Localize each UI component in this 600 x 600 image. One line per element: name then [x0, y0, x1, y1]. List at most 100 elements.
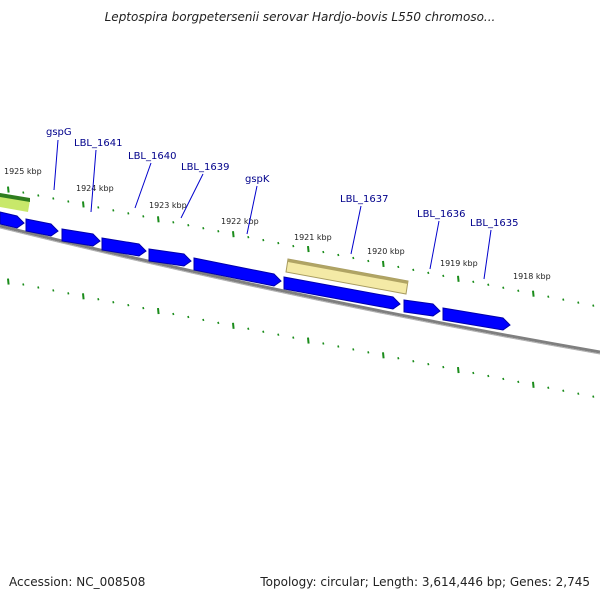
major-tick — [457, 275, 460, 282]
minor-tick — [172, 221, 175, 224]
minor-tick — [562, 298, 565, 301]
major-tick — [382, 352, 385, 359]
gene-leader-line — [483, 229, 492, 280]
minor-tick — [277, 241, 280, 245]
minor-tick — [67, 200, 70, 203]
major-tick — [457, 366, 460, 374]
minor-tick — [592, 395, 595, 398]
minor-tick — [247, 235, 250, 239]
gene-arrow[interactable] — [61, 228, 101, 247]
minor-tick — [412, 268, 415, 272]
gene-arrow[interactable] — [442, 307, 511, 331]
minor-tick — [292, 244, 295, 248]
minor-tick — [577, 301, 580, 304]
major-tick — [532, 290, 535, 297]
minor-tick — [322, 250, 325, 254]
minor-tick — [547, 386, 550, 390]
gene-label[interactable]: LBL_1635 — [470, 218, 518, 229]
minor-tick — [442, 365, 445, 369]
minor-tick — [577, 392, 580, 395]
minor-tick — [187, 224, 190, 227]
gene-label[interactable]: LBL_1639 — [181, 162, 229, 173]
gene-arrow[interactable] — [0, 211, 25, 229]
tick-label: 1923 kbp — [149, 201, 187, 210]
minor-tick — [502, 286, 505, 289]
gene-leader-line — [134, 162, 152, 209]
gene-label[interactable]: LBL_1636 — [417, 209, 465, 220]
major-tick — [7, 186, 10, 193]
gene-leader-line — [429, 220, 440, 270]
tick-label: 1924 kbp — [76, 184, 114, 193]
tick-label: 1919 kbp — [440, 259, 478, 268]
gene-leader-line — [180, 173, 204, 219]
gene-label[interactable]: gspG — [46, 127, 72, 138]
outer-tick-track — [7, 186, 595, 307]
minor-tick — [52, 197, 55, 200]
minor-tick — [442, 274, 445, 278]
minor-tick — [37, 194, 40, 197]
major-tick — [157, 216, 160, 223]
gc-content-marker — [0, 193, 30, 212]
minor-tick — [427, 362, 430, 366]
minor-tick — [487, 283, 490, 287]
gene-leader-line — [350, 205, 362, 255]
tick-labels: 1925 kbp 1924 kbp 1923 kbp 1922 kbp 1921 kbp… — [4, 167, 551, 281]
minor-tick — [337, 345, 340, 348]
minor-tick — [592, 304, 595, 307]
minor-tick — [547, 295, 550, 298]
inner-tick-track — [7, 278, 595, 398]
gene-label[interactable]: LBL_1641 — [74, 138, 122, 149]
minor-tick — [97, 298, 100, 301]
tick-label: 1922 kbp — [221, 217, 259, 226]
minor-tick — [217, 230, 220, 233]
gene-arrow[interactable] — [101, 237, 147, 257]
tick-label: 1921 kbp — [294, 233, 332, 242]
minor-tick — [97, 206, 100, 209]
tick-label: 1925 kbp — [4, 167, 42, 176]
chromosome-backbone — [0, 224, 600, 354]
minor-tick — [412, 359, 415, 363]
gene-label[interactable]: LBL_1637 — [340, 194, 388, 205]
summary-text: Topology: circular; Length: 3,614,446 bp… — [260, 575, 590, 589]
minor-tick — [22, 191, 25, 194]
gene-arrow[interactable] — [25, 218, 59, 237]
minor-tick — [517, 289, 520, 292]
minor-tick — [262, 238, 265, 242]
minor-tick — [337, 253, 340, 257]
minor-tick — [292, 336, 295, 339]
minor-tick — [472, 371, 475, 375]
major-tick — [307, 337, 310, 344]
gene-leader-line — [90, 149, 97, 213]
highlighted-gene-box[interactable] — [285, 258, 409, 295]
chromosome-backbone-shadow — [0, 227, 600, 355]
minor-tick — [397, 357, 400, 360]
gene-leader-line — [246, 185, 258, 235]
tick-label: 1920 kbp — [367, 247, 405, 256]
minor-tick — [427, 271, 430, 275]
minor-tick — [352, 348, 355, 351]
minor-tick — [52, 289, 55, 292]
gene-track — [0, 211, 511, 331]
minor-tick — [187, 315, 190, 319]
major-tick — [157, 307, 160, 315]
minor-tick — [367, 351, 370, 354]
minor-tick — [67, 292, 70, 295]
gene-label[interactable]: LBL_1640 — [128, 151, 176, 162]
minor-tick — [367, 259, 370, 263]
minor-tick — [262, 330, 265, 333]
minor-tick — [112, 209, 115, 212]
major-tick — [7, 278, 10, 285]
gene-arrow[interactable] — [148, 248, 192, 267]
gene-arrow[interactable] — [193, 257, 282, 287]
gene-label[interactable]: gspK — [245, 174, 270, 185]
minor-tick — [202, 227, 205, 230]
minor-tick — [127, 212, 130, 215]
gene-arrow[interactable] — [403, 299, 441, 317]
major-tick — [307, 245, 310, 253]
minor-tick — [202, 318, 205, 322]
minor-tick — [517, 380, 520, 384]
minor-tick — [562, 389, 565, 392]
gene-arrow[interactable] — [283, 276, 401, 310]
